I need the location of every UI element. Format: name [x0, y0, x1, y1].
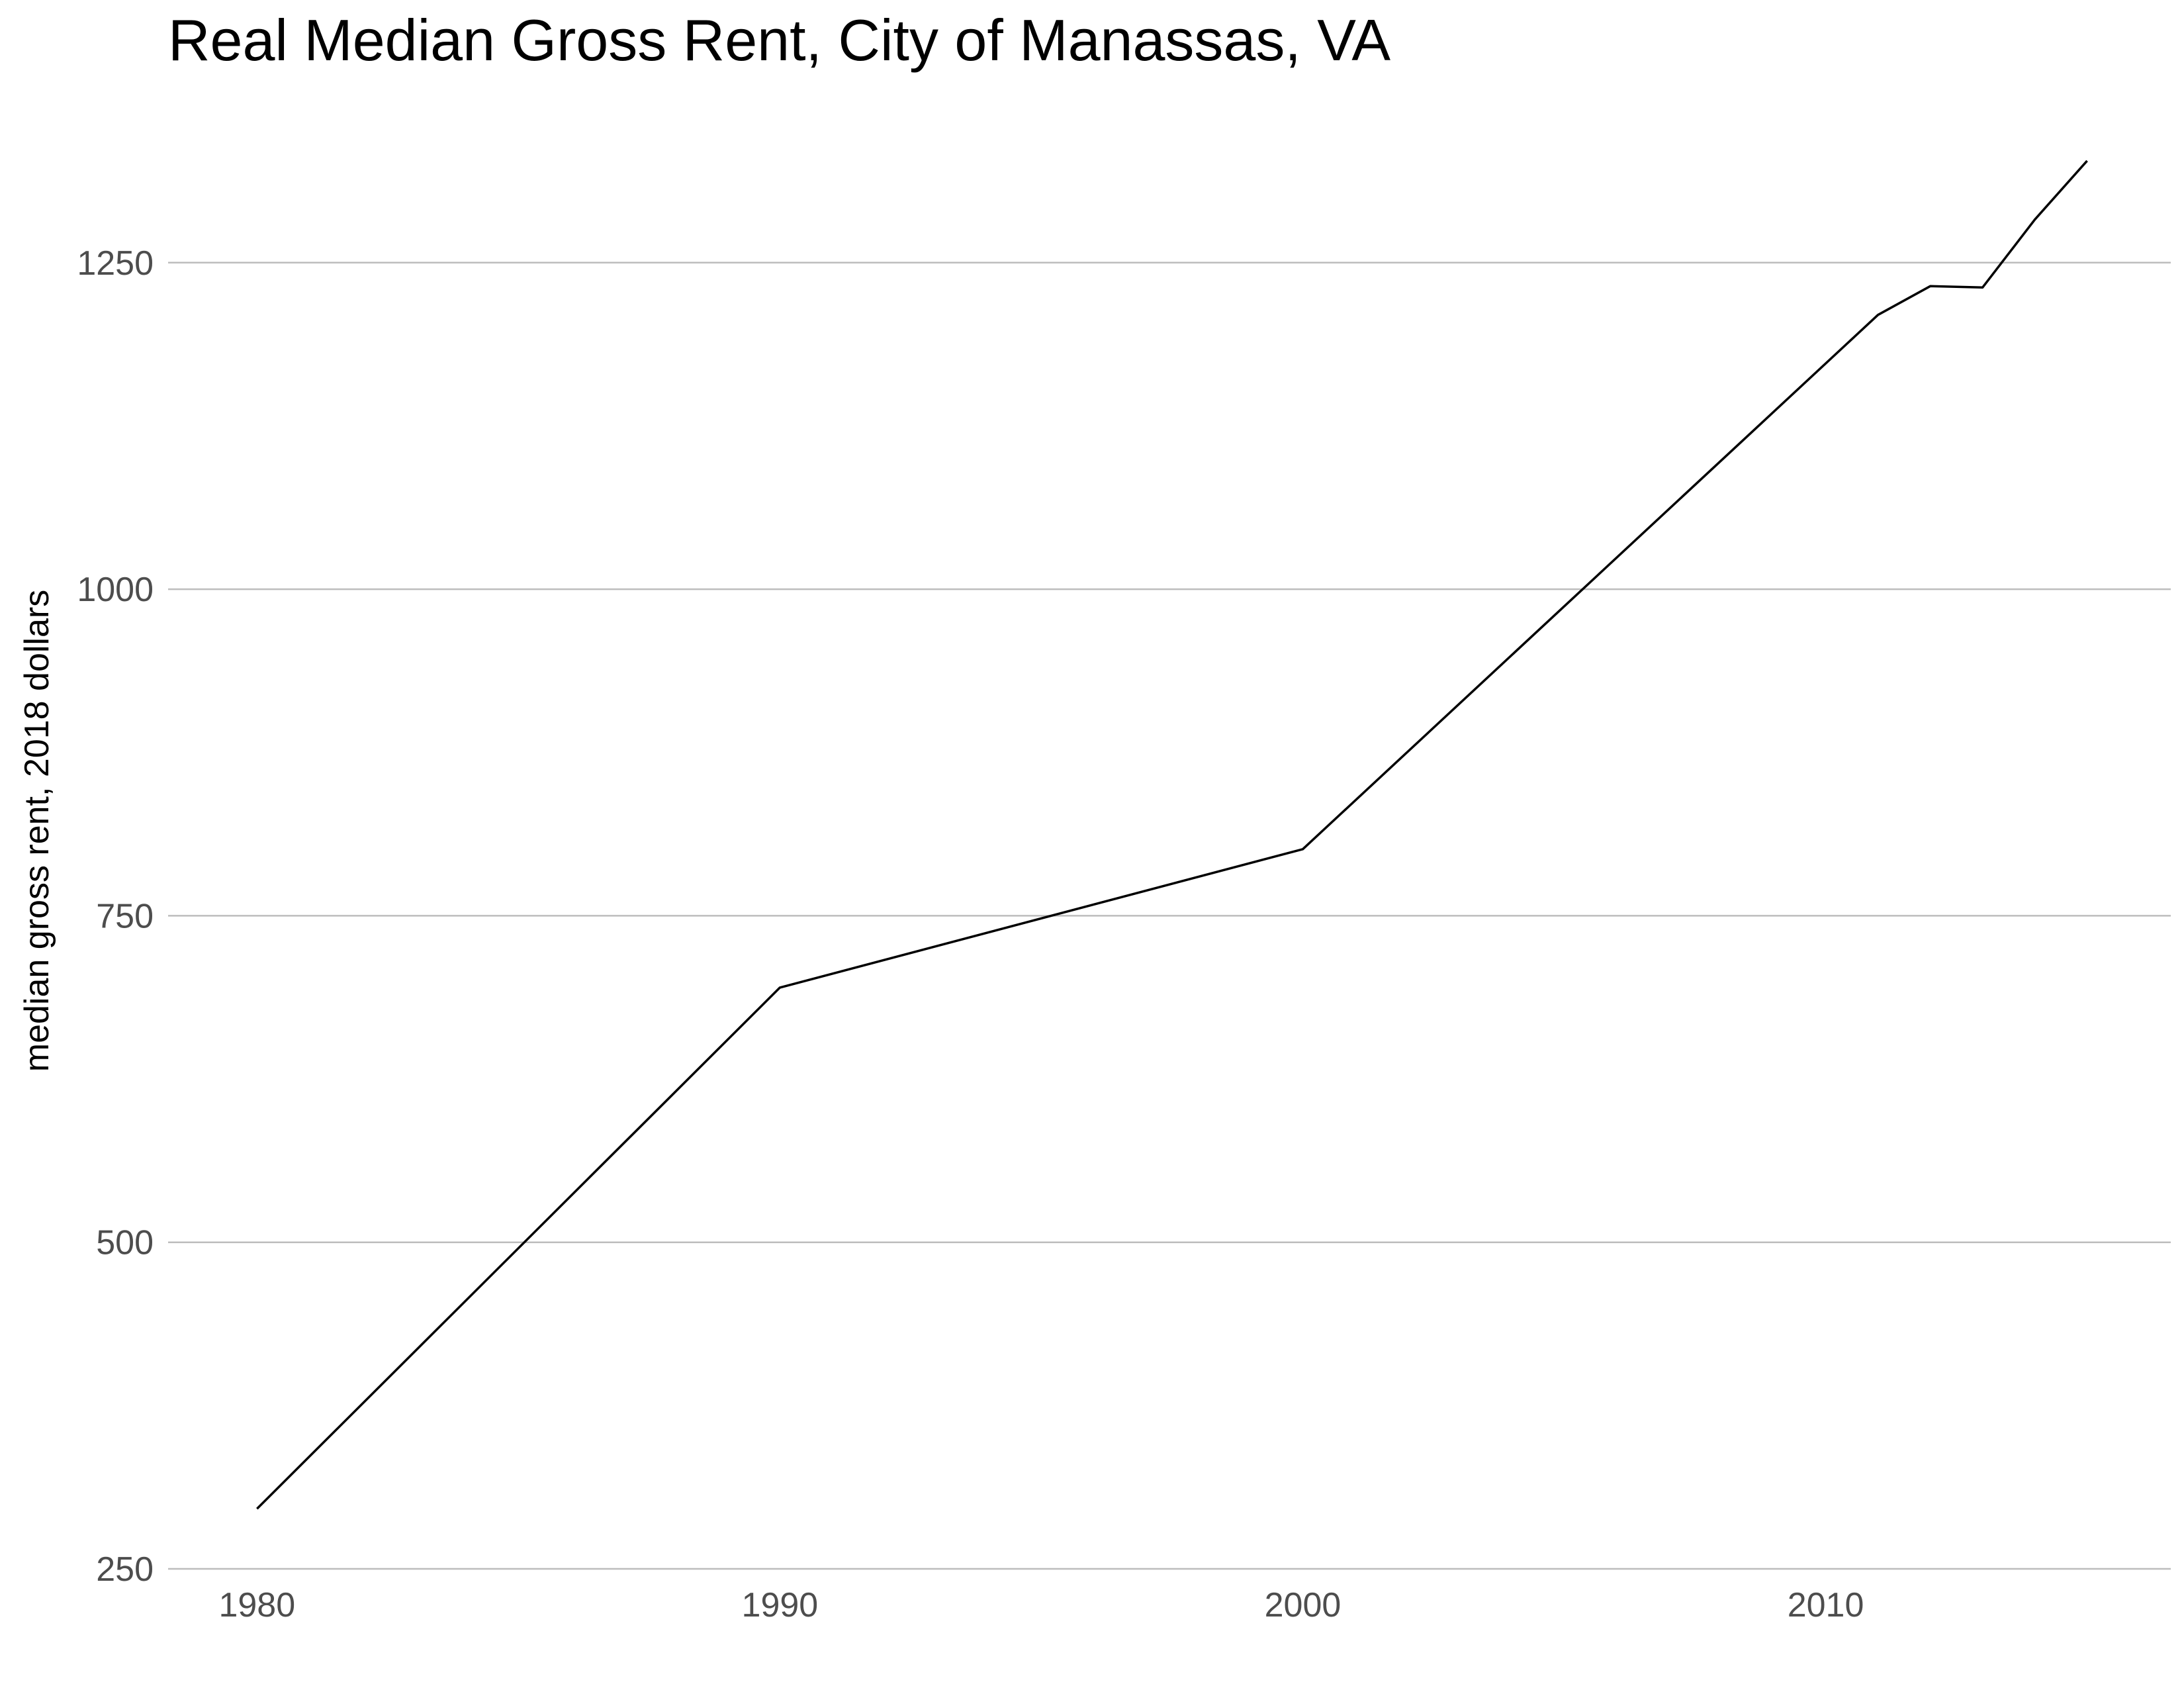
series-line: [256, 160, 2088, 1510]
x-tick-label: 1980: [218, 1586, 295, 1624]
x-axis-ticks: 1980 1990 2000 2010: [218, 1586, 1864, 1624]
series-layer: [256, 160, 2088, 1510]
x-tick-label: 2000: [1265, 1586, 1342, 1624]
y-axis-ticks: 250 500 750 1000 1250: [77, 244, 154, 1589]
y-tick-label: 1250: [77, 244, 154, 283]
gridlines: [168, 261, 2171, 1570]
x-tick-label: 2010: [1788, 1586, 1864, 1624]
y-axis-title: median gross rent, 2018 dollars: [18, 590, 56, 1072]
chart-title: Real Median Gross Rent, City of Manassas…: [168, 7, 1391, 73]
y-tick-label: 750: [96, 897, 154, 935]
y-tick-label: 250: [96, 1550, 154, 1589]
y-tick-label: 1000: [77, 571, 154, 609]
x-tick-label: 1990: [742, 1586, 819, 1624]
y-tick-label: 500: [96, 1224, 154, 1262]
